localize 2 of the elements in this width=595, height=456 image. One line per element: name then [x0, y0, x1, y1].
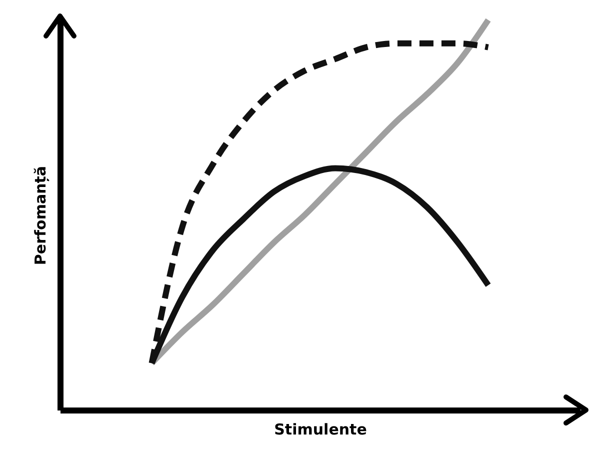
y-axis-title: Perfomanță	[32, 166, 50, 266]
x-axis-title: Stimulente	[274, 420, 367, 438]
